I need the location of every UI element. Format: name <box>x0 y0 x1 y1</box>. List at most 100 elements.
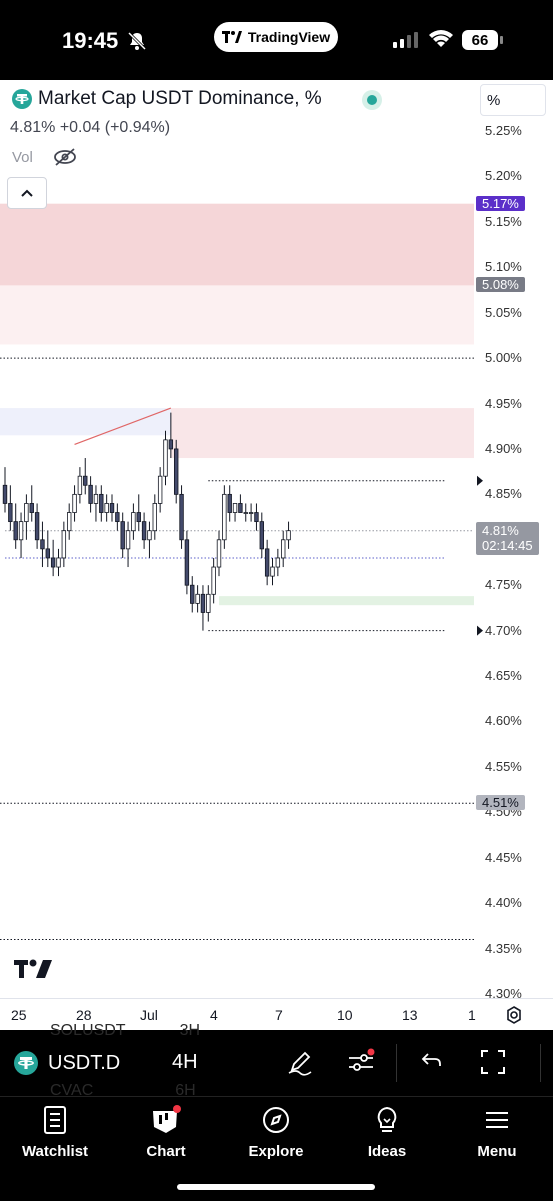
compass-icon <box>263 1107 289 1133</box>
undo-icon[interactable] <box>420 1048 444 1077</box>
tradingview-watermark-icon <box>14 958 54 985</box>
candle-body <box>131 512 136 532</box>
candle-body <box>227 493 232 513</box>
candle-body <box>270 566 275 577</box>
clock: 19:45 <box>62 28 119 53</box>
toolbar-divider <box>540 1044 541 1082</box>
eye-hidden-icon[interactable] <box>53 147 77 167</box>
price-axis-label: 4.90% <box>485 440 522 456</box>
settings-gear-icon[interactable] <box>504 1005 524 1025</box>
chart-icon <box>153 1105 181 1133</box>
toolbar-divider <box>396 1044 397 1082</box>
price-axis-label: 4.30% <box>485 986 522 1001</box>
price-zone <box>0 408 171 436</box>
nav-ideas[interactable]: Ideas <box>337 1105 437 1160</box>
watchlist-icon <box>44 1106 66 1134</box>
candle-body <box>93 493 99 504</box>
scale-mode-button[interactable]: % <box>480 84 546 116</box>
chart-canvas[interactable] <box>0 80 553 1030</box>
legend-title: Market Cap USDT Dominance, % <box>38 88 322 109</box>
ghost-watchlist-row: CVAC 6H <box>50 1082 196 1100</box>
interval-selector[interactable]: 4H <box>172 1051 198 1073</box>
symbol-legend[interactable]: Market Cap USDT Dominance, % <box>12 88 322 110</box>
price-tag: 4.51% <box>476 795 525 811</box>
candle-body <box>61 530 67 559</box>
legend-values: 4.81% +0.04 (+0.94%) <box>10 119 171 136</box>
time-axis-label: 10 <box>337 1007 353 1023</box>
battery-indicator: 66 <box>462 30 498 50</box>
price-axis-label: 5.00% <box>485 350 522 366</box>
nav-label: Watchlist <box>21 1143 89 1160</box>
trendline <box>74 407 172 445</box>
price-axis-label: 5.20% <box>485 168 522 184</box>
candle-body <box>195 593 200 604</box>
collapse-legend-button[interactable] <box>7 177 47 209</box>
battery-tip <box>500 36 503 44</box>
time-axis-label: 7 <box>275 1007 283 1023</box>
candle-body <box>88 484 93 504</box>
lightbulb-icon <box>377 1106 397 1132</box>
candle-body <box>280 539 286 559</box>
symbol-selector[interactable]: USDT.D <box>14 1051 120 1075</box>
volume-label: Vol <box>12 148 33 166</box>
price-axis-label: 4.40% <box>485 895 522 911</box>
tradingview-pill: TradingView <box>214 22 338 52</box>
nav-watchlist[interactable]: Watchlist <box>5 1105 105 1160</box>
current-price: 4.81% <box>482 522 519 538</box>
candle-body <box>24 503 29 523</box>
price-zone <box>0 203 474 286</box>
candle-body <box>163 439 168 477</box>
time-axis-label: Jul <box>140 1007 158 1023</box>
price-axis-label: 4.95% <box>485 395 522 411</box>
price-axis-label: 5.05% <box>485 304 522 320</box>
candle-body <box>136 512 141 523</box>
price-axis-label: 4.45% <box>485 849 522 865</box>
candle-body <box>104 503 109 513</box>
price-axis-label: 5.10% <box>485 259 522 275</box>
time-axis[interactable]: 25 28 Jul 4 7 10 13 1 <box>0 998 553 1030</box>
chart-toolbar: SOLUSDT 3H CVAC 6H USDT.D 4H <box>0 1022 553 1099</box>
nav-chart[interactable]: Chart <box>116 1105 216 1160</box>
nav-label: Menu <box>477 1143 517 1160</box>
candle-body <box>179 493 184 541</box>
fullscreen-icon[interactable] <box>479 1048 507 1081</box>
candle-body <box>34 512 40 541</box>
bottom-navigation: Watchlist Chart Explore Ideas Menu <box>0 1096 553 1201</box>
volume-legend[interactable]: Vol <box>12 147 77 167</box>
hamburger-icon <box>486 1112 508 1128</box>
market-status-icon[interactable] <box>362 90 382 110</box>
candle-body <box>222 493 227 541</box>
candle-body <box>18 521 24 541</box>
candle-body <box>254 512 259 523</box>
level-arrow-icon <box>477 625 483 636</box>
candle-body <box>120 521 125 550</box>
price-zone <box>219 596 474 606</box>
ghost-watchlist-row: SOLUSDT 3H <box>50 1022 200 1040</box>
candle-body <box>248 512 254 514</box>
price-axis-label: 4.60% <box>485 713 522 729</box>
candle-body <box>243 512 248 514</box>
time-axis-label: 1 <box>468 1007 476 1023</box>
candle-body <box>109 503 115 513</box>
drawing-pen-icon[interactable] <box>286 1048 314 1081</box>
time-axis-label: 13 <box>402 1007 418 1023</box>
nav-menu[interactable]: Menu <box>447 1105 547 1160</box>
candle-body <box>2 484 8 504</box>
time-axis-label: 28 <box>76 1007 92 1023</box>
indicators-icon[interactable] <box>346 1048 376 1081</box>
candle-body <box>115 512 120 523</box>
candle-body <box>29 503 34 513</box>
candle-body <box>147 530 152 541</box>
nav-explore[interactable]: Explore <box>226 1105 326 1160</box>
chart-area[interactable]: Market Cap USDT Dominance, % 4.81% +0.04… <box>0 80 553 1030</box>
nav-label: Chart <box>146 1143 186 1160</box>
candle-body <box>40 539 45 550</box>
candle-body <box>259 521 264 550</box>
current-price-tag: 4.81% 02:14:45 <box>476 521 539 555</box>
nav-label: Ideas <box>367 1143 407 1160</box>
candle-body <box>173 448 179 495</box>
candle-body <box>216 539 222 568</box>
price-tag: 5.08% <box>476 277 525 293</box>
tradingview-pill-label: TradingView <box>247 29 331 45</box>
candle-body <box>211 566 216 595</box>
